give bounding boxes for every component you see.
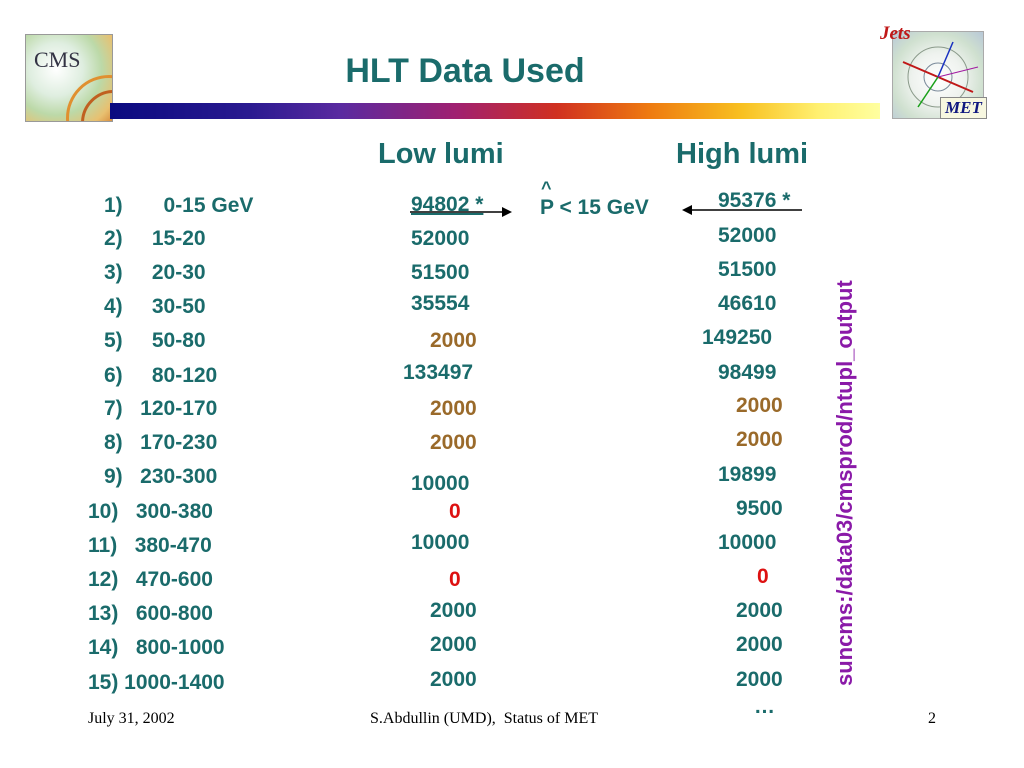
- title-gradient-bar: [110, 103, 880, 119]
- high-value: 9500: [736, 497, 783, 520]
- low-value: 2000: [430, 633, 477, 656]
- arrow-left-head: [682, 205, 692, 215]
- bin-label: 4) 30-50: [104, 295, 206, 318]
- high-value: 2000: [736, 599, 783, 622]
- event-display-graphic: [902, 41, 979, 108]
- high-value: 10000: [718, 531, 777, 554]
- pt-arrows: [410, 205, 802, 217]
- low-value: 2000: [430, 329, 477, 352]
- arrow-right-head: [502, 207, 512, 217]
- low-value: 0: [449, 500, 461, 523]
- high-value: 95376 *: [718, 189, 791, 212]
- low-value: 94802 *: [411, 193, 484, 216]
- high-value: 149250: [702, 326, 773, 349]
- low-value: 2000: [430, 431, 477, 454]
- high-value: 0: [757, 565, 769, 588]
- bin-label: 15) 1000-1400: [88, 671, 225, 694]
- bin-label: 5) 50-80: [104, 329, 206, 352]
- footer-date: July 31, 2002: [88, 710, 175, 727]
- low-value: 52000: [411, 227, 470, 250]
- met-logo-text: MET: [940, 97, 987, 119]
- low-lumi-header: Low lumi: [378, 138, 504, 170]
- high-value: 2000: [736, 633, 783, 656]
- cms-logo-text: CMS: [34, 47, 81, 72]
- low-value: 0: [449, 568, 461, 591]
- low-value: 2000: [430, 397, 477, 420]
- bin-label: 7) 120-170: [104, 397, 218, 420]
- low-value: 2000: [430, 599, 477, 622]
- high-ellipsis: …: [754, 695, 775, 718]
- bin-label: 9) 230-300: [104, 465, 218, 488]
- bin-label: 10) 300-380: [88, 500, 213, 523]
- high-value: 2000: [736, 668, 783, 691]
- bin-label: 14) 800-1000: [88, 636, 225, 659]
- ntuple-path-vertical: suncms:/data03/cmsprod/ntupl_output: [832, 280, 857, 686]
- bin-label: 3) 20-30: [104, 261, 206, 284]
- footer-author: S.Abdullin (UMD), Status of MET: [370, 710, 598, 727]
- high-value: 46610: [718, 292, 777, 315]
- high-value: 2000: [736, 394, 783, 417]
- high-value: 2000: [736, 428, 783, 451]
- low-value: 35554: [411, 292, 470, 315]
- high-lumi-header: High lumi: [676, 138, 809, 170]
- bin-label: 2) 15-20: [104, 227, 206, 250]
- low-value: 2000: [430, 668, 477, 691]
- bin-label: 6) 80-120: [104, 364, 218, 387]
- jets-logo-text: Jets: [880, 23, 911, 44]
- bin-label: 12) 470-600: [88, 568, 213, 591]
- low-value: 10000: [411, 472, 470, 495]
- high-value: 98499: [718, 361, 777, 384]
- high-value: 51500: [718, 258, 777, 281]
- high-value: 19899: [718, 463, 777, 486]
- bin-label: 1) 0-15 GeV: [104, 194, 254, 217]
- jets-met-logo: Jets MET: [880, 23, 1000, 120]
- slide-title: HLT Data Used: [345, 52, 585, 90]
- bin-label: 13) 600-800: [88, 602, 213, 625]
- cms-logo: CMS: [25, 34, 113, 122]
- low-value: 133497: [403, 361, 474, 384]
- pt-hat-symbol: ^: [541, 178, 552, 198]
- footer-page-number: 2: [928, 710, 936, 727]
- low-value: 51500: [411, 261, 470, 284]
- bin-label: 11) 380-470: [88, 534, 212, 557]
- high-value: 52000: [718, 224, 777, 247]
- pt-cut-label: P < 15 GeV: [540, 196, 649, 219]
- low-value: 10000: [411, 531, 470, 554]
- bin-label: 8) 170-230: [104, 431, 218, 454]
